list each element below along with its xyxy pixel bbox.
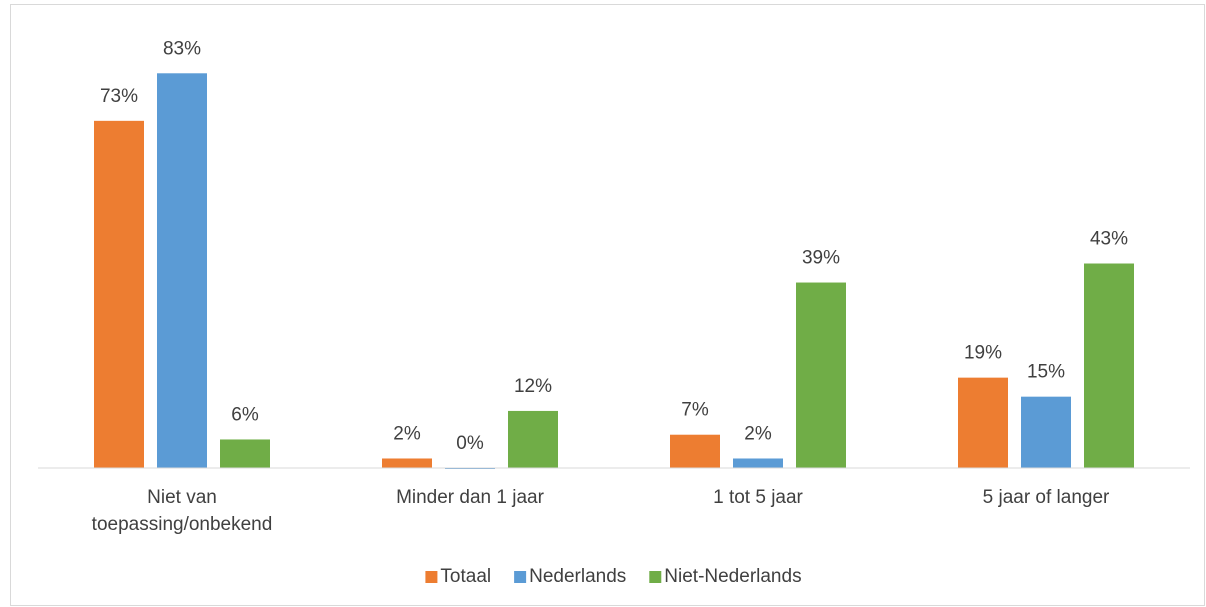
bar bbox=[220, 439, 270, 468]
x-tick-label: 5 jaar of langer bbox=[983, 487, 1110, 508]
data-label: 39% bbox=[802, 248, 840, 269]
legend-swatch bbox=[425, 571, 438, 583]
bar bbox=[157, 73, 207, 469]
bar bbox=[1084, 263, 1134, 468]
data-label: 2% bbox=[744, 424, 772, 445]
legend-label: Nederlands bbox=[529, 566, 626, 587]
bar bbox=[670, 434, 720, 468]
legend-swatch bbox=[649, 571, 662, 583]
data-label: 19% bbox=[964, 343, 1002, 364]
x-tick-label: Minder dan 1 jaar bbox=[396, 487, 545, 508]
bar bbox=[958, 377, 1008, 468]
bar bbox=[508, 410, 558, 468]
x-tick-label: Niet van toepassing/onbekend bbox=[92, 487, 273, 535]
legend-label: Niet-Nederlands bbox=[664, 566, 801, 587]
data-label: 15% bbox=[1027, 362, 1065, 383]
bar bbox=[94, 120, 144, 468]
data-label: 2% bbox=[393, 424, 421, 445]
bar bbox=[382, 458, 432, 468]
data-label: 0% bbox=[456, 433, 484, 454]
data-label: 83% bbox=[163, 38, 201, 59]
data-label: 7% bbox=[681, 400, 709, 421]
x-tick-label: 1 tot 5 jaar bbox=[713, 487, 803, 508]
data-label: 12% bbox=[514, 376, 552, 397]
legend-swatch bbox=[514, 571, 527, 583]
data-label: 73% bbox=[100, 86, 138, 107]
chart-frame bbox=[10, 4, 1205, 606]
bar bbox=[1021, 396, 1071, 468]
legend-label: Totaal bbox=[440, 566, 491, 587]
bar bbox=[733, 458, 783, 468]
data-label: 43% bbox=[1090, 229, 1128, 250]
bar bbox=[796, 282, 846, 468]
data-label: 6% bbox=[231, 404, 259, 425]
